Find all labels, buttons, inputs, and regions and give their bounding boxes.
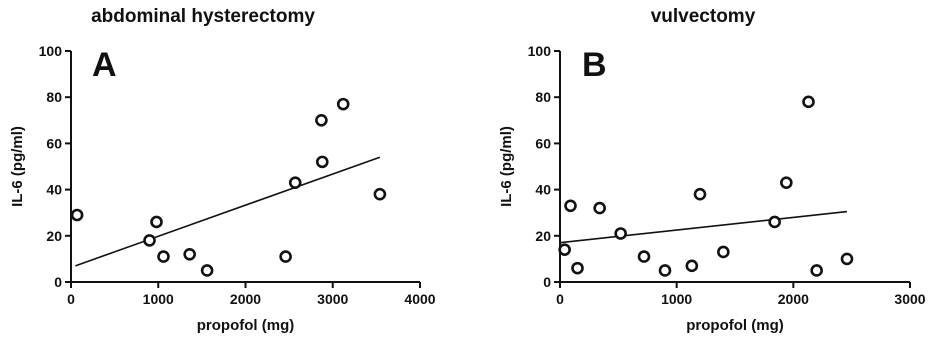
y-axis-label: IL-6 (pg/ml) [9,126,26,207]
data-point [571,261,584,275]
data-point [373,187,387,201]
y-tick-label: 20 [535,228,551,244]
panel-letter: A [92,46,117,84]
data-point [614,227,627,240]
y-tick-label: 80 [535,89,551,105]
data-point [279,250,292,263]
data-point [658,264,672,277]
y-tick-label: 80 [46,89,62,105]
chart-title: abdominal hysterectomy [91,6,315,27]
x-tick-label: 1000 [143,291,174,307]
data-point [315,114,328,127]
y-tick-label: 60 [535,135,551,151]
data-point [315,155,329,169]
data-point [768,215,781,229]
data-point [288,176,302,189]
x-tick-label: 2000 [230,291,261,307]
x-tick-label: 3000 [894,291,925,307]
data-point [336,97,350,111]
data-point [200,264,214,277]
x-axis-label: propofol (mg) [686,317,783,334]
x-tick-label: 0 [556,291,564,307]
y-tick-label: 0 [54,274,62,290]
data-point [593,201,606,215]
x-tick-label: 4000 [404,291,435,307]
data-point [780,176,793,189]
data-point [564,199,577,213]
regression-line [559,210,848,244]
x-tick-label: 3000 [317,291,348,307]
chart-title: vulvectomy [651,6,756,27]
x-tick-label: 1000 [661,291,692,307]
panel-letter: B [582,46,607,84]
y-axis-label: IL-6 (pg/ml) [498,126,515,207]
y-tick-label: 40 [535,182,551,198]
data-point [840,252,854,266]
data-point [143,234,156,247]
data-point [693,187,707,201]
regression-line [75,156,381,267]
data-point [157,250,170,263]
data-point [70,208,84,222]
y-tick-label: 20 [46,228,62,244]
data-point [637,250,651,263]
y-tick-label: 40 [46,182,62,198]
y-tick-label: 60 [46,135,62,151]
x-tick-label: 0 [67,291,75,307]
y-tick-label: 100 [39,43,63,59]
data-point [150,215,163,229]
data-point [685,259,699,273]
y-tick-label: 0 [543,274,551,290]
data-point [717,245,730,259]
x-tick-label: 2000 [778,291,809,307]
data-point [802,95,815,109]
data-point [183,247,196,261]
x-axis-label: propofol (mg) [197,317,294,334]
data-point [558,243,571,256]
y-tick-label: 100 [528,43,552,59]
data-point [810,264,823,277]
